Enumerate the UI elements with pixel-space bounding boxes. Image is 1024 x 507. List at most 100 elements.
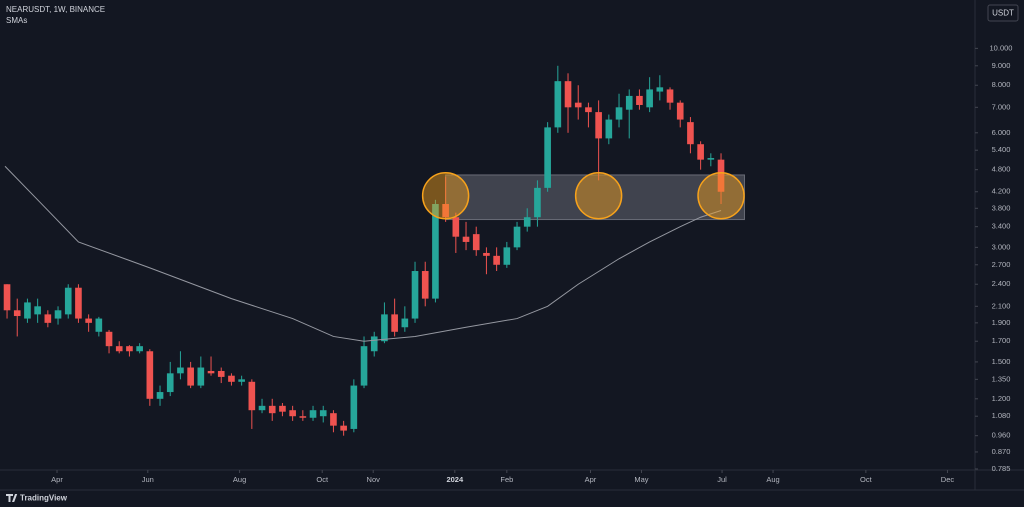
y-tick-label: 9.000 (992, 61, 1011, 70)
candle-body (656, 87, 664, 92)
y-tick-label: 0.785 (992, 464, 1011, 473)
candle-body (166, 373, 174, 393)
candle-body (472, 234, 480, 251)
candle-body (595, 112, 602, 139)
x-tick-label: 2024 (446, 475, 464, 484)
candle-body (493, 255, 500, 265)
x-tick-label: Dec (941, 475, 955, 484)
candle-body (54, 310, 62, 319)
candle-body (585, 107, 592, 113)
candle-body (309, 410, 317, 418)
y-tick-label: 1.500 (992, 357, 1011, 366)
x-tick-label: Oct (316, 475, 329, 484)
candle-body (381, 314, 388, 342)
candle-body (676, 102, 684, 120)
y-tick-label: 2.400 (992, 279, 1011, 288)
currency-label: USDT (992, 9, 1014, 18)
y-tick-label: 1.700 (992, 336, 1011, 345)
y-tick-label: 2.700 (992, 260, 1011, 269)
candle-body (666, 89, 674, 103)
y-tick-label: 4.800 (992, 165, 1011, 174)
candle-body (75, 287, 82, 319)
candle-body (636, 95, 643, 105)
candle-body (534, 187, 541, 218)
y-tick-label: 3.400 (992, 222, 1011, 231)
currency-button[interactable] (987, 4, 1019, 22)
candle-body (646, 89, 653, 108)
candle-body (503, 247, 511, 265)
candle-body (187, 367, 194, 386)
candle-body (177, 367, 184, 374)
brand-name: TradingView (20, 494, 68, 503)
candle-body (13, 310, 21, 317)
highlight-marker (421, 171, 470, 220)
candle-body (554, 81, 562, 128)
candle-body (370, 336, 378, 352)
candle-body (707, 158, 715, 160)
candle-body (156, 392, 164, 399)
candle-body (330, 413, 337, 426)
candle-body (146, 351, 154, 399)
y-tick-label: 10.000 (990, 43, 1013, 52)
x-tick-label: Oct (860, 475, 873, 484)
candle-body (217, 370, 225, 377)
candle-body (136, 346, 143, 352)
y-tick-label: 1.900 (992, 318, 1011, 327)
candle-body (544, 127, 551, 188)
candle-body (197, 367, 205, 386)
candle-body (340, 425, 347, 431)
indicator-label: SMAs (6, 16, 27, 25)
y-tick-label: 7.000 (992, 102, 1011, 111)
candle-body (564, 81, 572, 108)
candle-body (228, 375, 235, 382)
candle-body (64, 287, 72, 315)
y-tick-label: 8.000 (992, 80, 1011, 89)
y-tick-label: 6.000 (992, 128, 1011, 137)
candle-body (432, 203, 439, 299)
candle-body (248, 381, 256, 411)
candle-body (105, 331, 113, 347)
candle-body (687, 122, 694, 145)
x-tick-label: May (634, 475, 648, 484)
x-tick-label: Jul (717, 475, 727, 484)
candle-body (95, 318, 103, 332)
candle-body (605, 119, 613, 139)
candle-body (85, 318, 92, 323)
candle-body (238, 379, 245, 382)
candle-body (279, 405, 286, 412)
candle-body (483, 252, 490, 256)
brand-logo (6, 494, 18, 502)
y-tick-label: 1.350 (992, 374, 1011, 383)
candle-body (717, 159, 725, 192)
y-tick-label: 2.100 (992, 301, 1011, 310)
candle-body (462, 236, 470, 242)
x-tick-label: Nov (367, 475, 381, 484)
sma-line (4, 165, 722, 342)
candle-body (268, 405, 276, 414)
candle-body (411, 271, 419, 319)
candle-body (421, 271, 429, 299)
highlight-marker (697, 171, 745, 220)
candle-body (115, 346, 123, 352)
y-tick-label: 1.080 (992, 411, 1011, 420)
candle-body (625, 95, 633, 110)
candle-body (574, 102, 582, 108)
candle-body (401, 318, 409, 328)
chart-title: NEARUSDT, 1W, BINANCE (6, 5, 105, 14)
candle-body (350, 385, 358, 429)
x-tick-label: Apr (51, 475, 63, 484)
candle-body (34, 306, 41, 315)
x-tick-label: Aug (766, 475, 779, 484)
candle-body (615, 107, 623, 120)
plot-area (3, 65, 745, 436)
candle-body (360, 346, 368, 386)
candle-body (442, 203, 449, 218)
candle-body (24, 302, 31, 319)
candle-body (319, 410, 327, 417)
y-tick-label: 3.800 (992, 203, 1011, 212)
y-tick-label: 4.200 (992, 187, 1011, 196)
candle-body (299, 416, 307, 418)
candle-body (513, 226, 521, 248)
candle-body (126, 346, 133, 352)
